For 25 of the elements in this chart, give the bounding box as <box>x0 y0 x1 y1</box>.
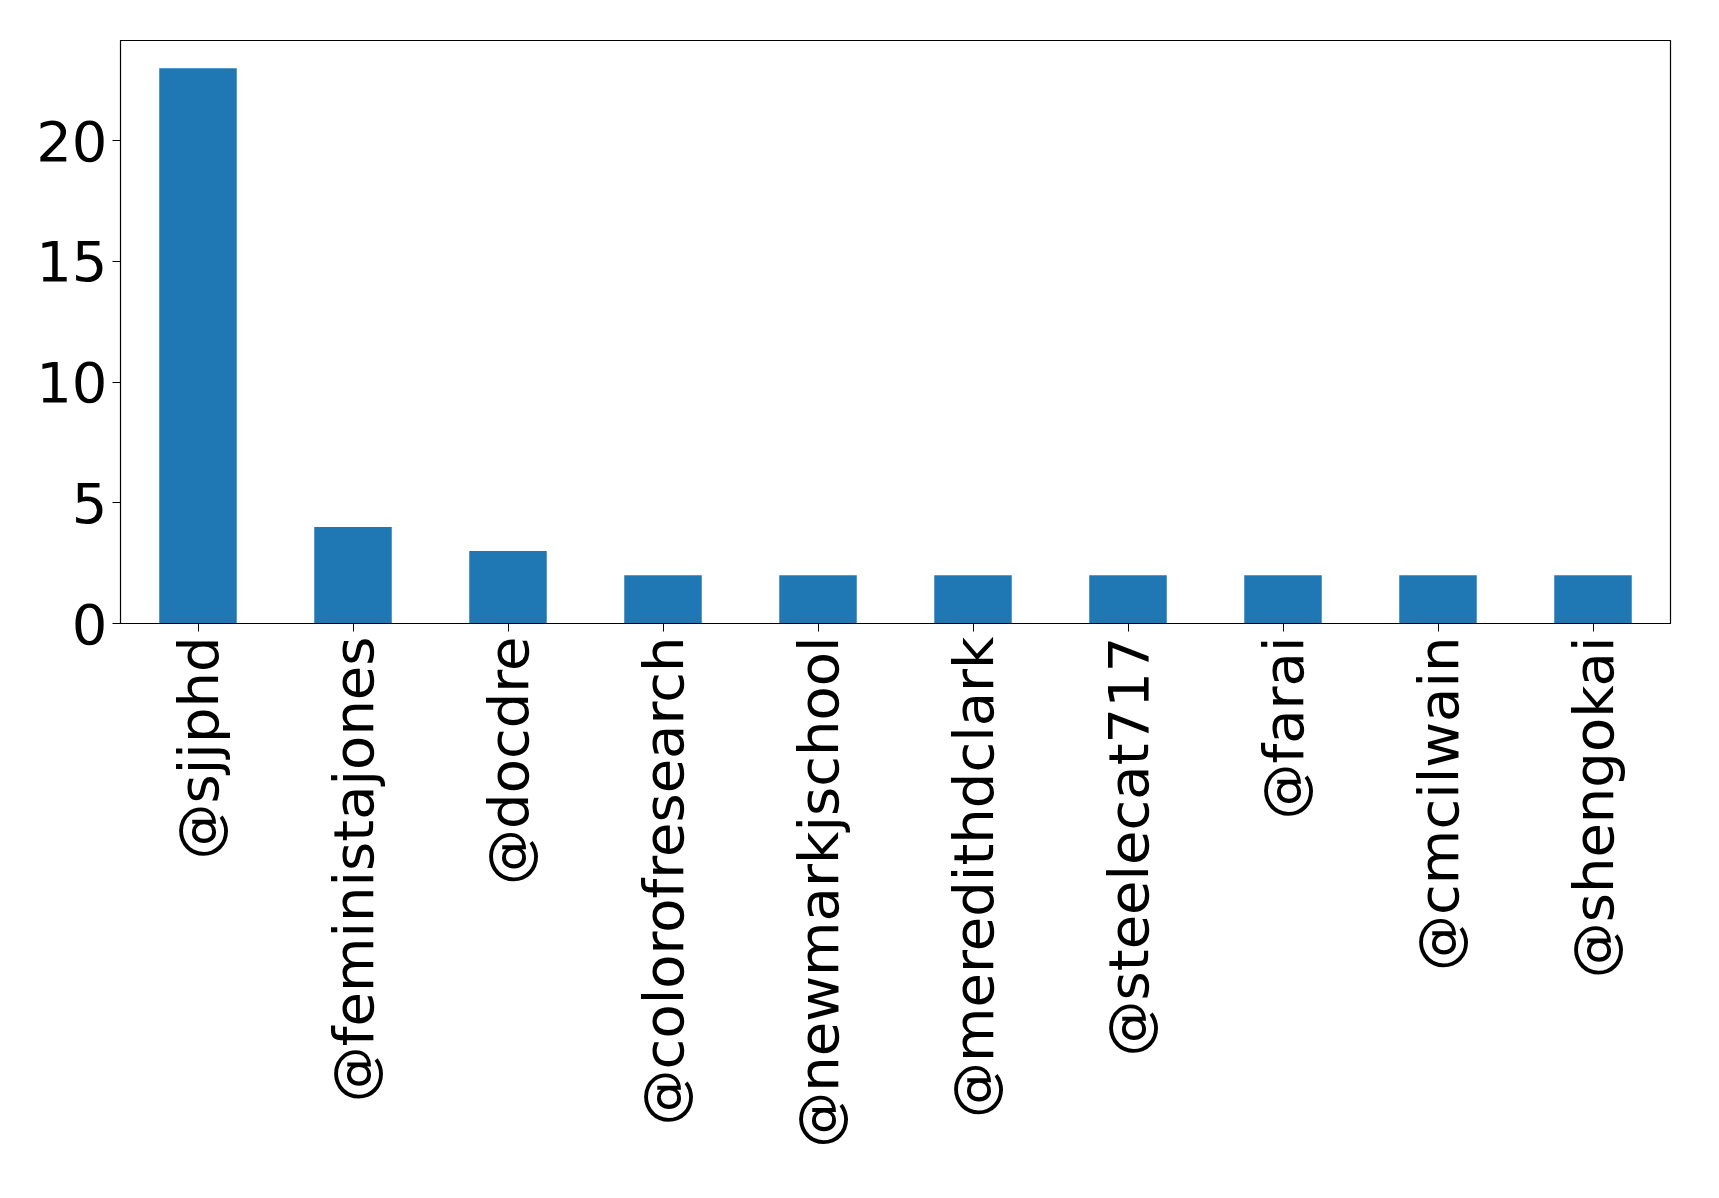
y-tick-label: 5 <box>71 470 108 536</box>
x-tick-label: @shengokai <box>1560 636 1626 979</box>
bar <box>159 68 237 624</box>
x-tick-label: @steelecat717 <box>1095 636 1161 1057</box>
bar <box>469 551 547 624</box>
y-tick-label: 10 <box>36 350 108 416</box>
x-tick-label: @newmarkjschool <box>785 636 851 1148</box>
x-tick-label: @colorofresearch <box>630 636 696 1126</box>
bar <box>1244 575 1322 624</box>
x-tick-label: @feministajones <box>320 636 386 1103</box>
x-tick-label: @meredithdclark <box>940 635 1006 1118</box>
y-tick-label: 15 <box>36 229 108 295</box>
bar <box>1554 575 1632 624</box>
bar <box>934 575 1012 624</box>
x-tick-label: @cmcilwain <box>1405 636 1471 971</box>
bar <box>779 575 857 624</box>
x-tick-label: @docdre <box>475 636 541 885</box>
x-tick-label: @farai <box>1250 636 1316 820</box>
bar <box>1399 575 1477 624</box>
bar <box>314 526 392 624</box>
bar <box>624 575 702 624</box>
x-tick-label: @sjjphd <box>165 636 231 860</box>
y-tick-label: 20 <box>36 108 108 174</box>
y-tick-label: 0 <box>71 591 108 657</box>
bar <box>1089 575 1167 624</box>
